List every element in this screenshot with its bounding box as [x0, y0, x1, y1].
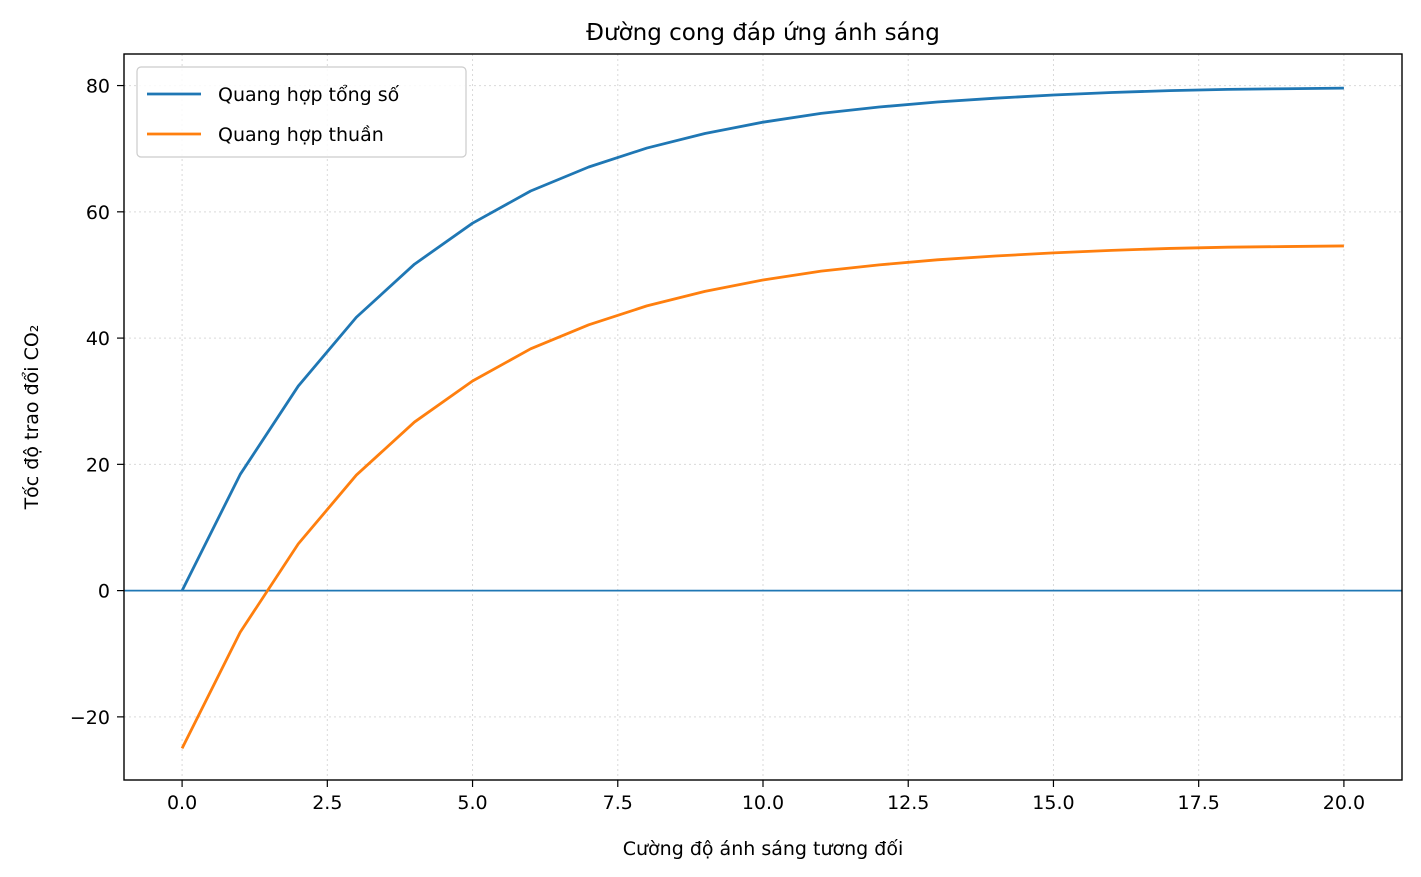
x-axis-label: Cường độ ánh sáng tương đối — [623, 838, 903, 860]
series-line-2 — [180, 244, 1344, 750]
x-tick-label: 7.5 — [603, 792, 633, 814]
x-tick-label: 0.0 — [167, 792, 197, 814]
y-axis-label: Tốc độ trao đổi CO₂ — [21, 325, 43, 511]
y-tick-label: 60 — [86, 202, 110, 224]
y-tick-label: 80 — [86, 76, 110, 98]
y-tick-label: 20 — [86, 454, 110, 476]
y-tick-label: 40 — [86, 328, 110, 350]
x-tick-label: 20.0 — [1323, 792, 1365, 814]
x-axis: 0.0 2.5 5.0 7.5 10.0 12.5 15.0 17.5 20.0 — [167, 780, 1365, 814]
x-tick-label: 17.5 — [1178, 792, 1220, 814]
series-line-1 — [180, 86, 1344, 592]
x-tick-label: 15.0 — [1032, 792, 1074, 814]
legend-box — [136, 66, 467, 158]
y-axis: −20 0 20 40 60 80 — [70, 76, 124, 729]
plot-lines — [124, 86, 1402, 750]
chart-title: Đường cong đáp ứng ánh sáng — [586, 20, 940, 46]
y-tick-label: 0 — [98, 581, 110, 603]
x-tick-label: 5.0 — [457, 792, 487, 814]
legend-label-1: Quang hợp tổng số — [218, 84, 400, 106]
legend-label-2: Quang hợp thuần — [218, 124, 384, 146]
x-tick-label: 12.5 — [887, 792, 929, 814]
x-tick-label: 10.0 — [742, 792, 784, 814]
legend: Quang hợp tổng số Quang hợp thuần — [136, 66, 467, 158]
x-tick-label: 2.5 — [312, 792, 342, 814]
y-tick-label: −20 — [70, 707, 110, 729]
